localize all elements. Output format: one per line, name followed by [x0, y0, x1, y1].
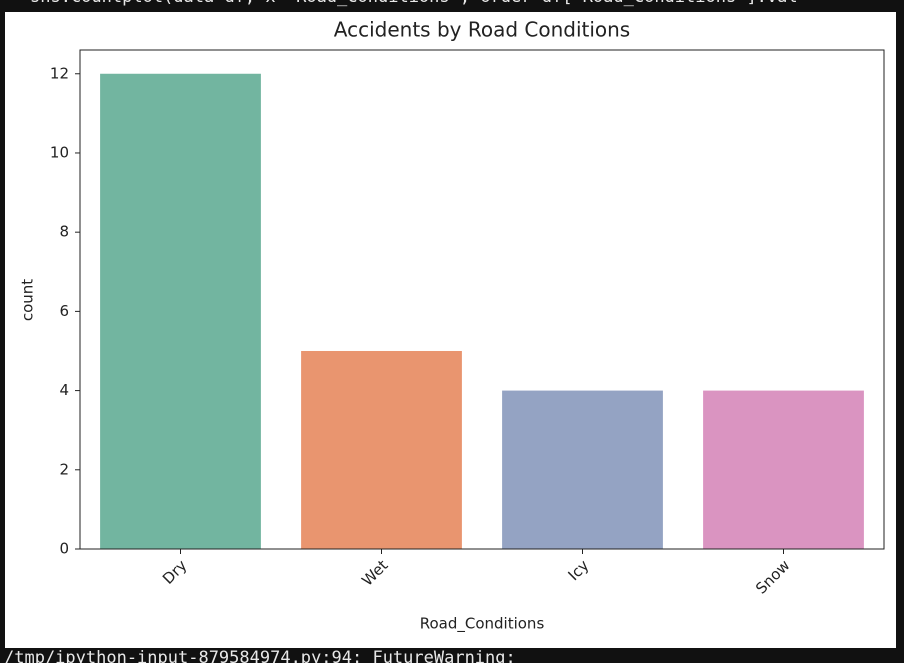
console-top: sns.countplot(data=df, x='Road_Condition… — [30, 0, 798, 7]
y-tick-label: 2 — [59, 460, 69, 478]
y-tick-label: 10 — [50, 143, 69, 161]
y-tick-label: 0 — [59, 540, 69, 558]
y-tick-label: 8 — [59, 223, 69, 241]
x-axis-label: Road_Conditions — [420, 615, 545, 634]
y-tick-label: 6 — [59, 302, 69, 320]
bar — [100, 73, 261, 549]
bar — [703, 390, 864, 549]
axes-frame — [79, 49, 885, 550]
console-bottom: /tmp/ipython-input-879584974.py:94: Futu… — [4, 648, 516, 663]
chart-title: Accidents by Road Conditions — [334, 18, 630, 42]
bar — [301, 350, 462, 549]
bar — [502, 390, 663, 549]
y-axis-label: count — [19, 279, 37, 321]
y-tick-label: 12 — [50, 64, 69, 82]
y-tick-label: 4 — [59, 381, 69, 399]
